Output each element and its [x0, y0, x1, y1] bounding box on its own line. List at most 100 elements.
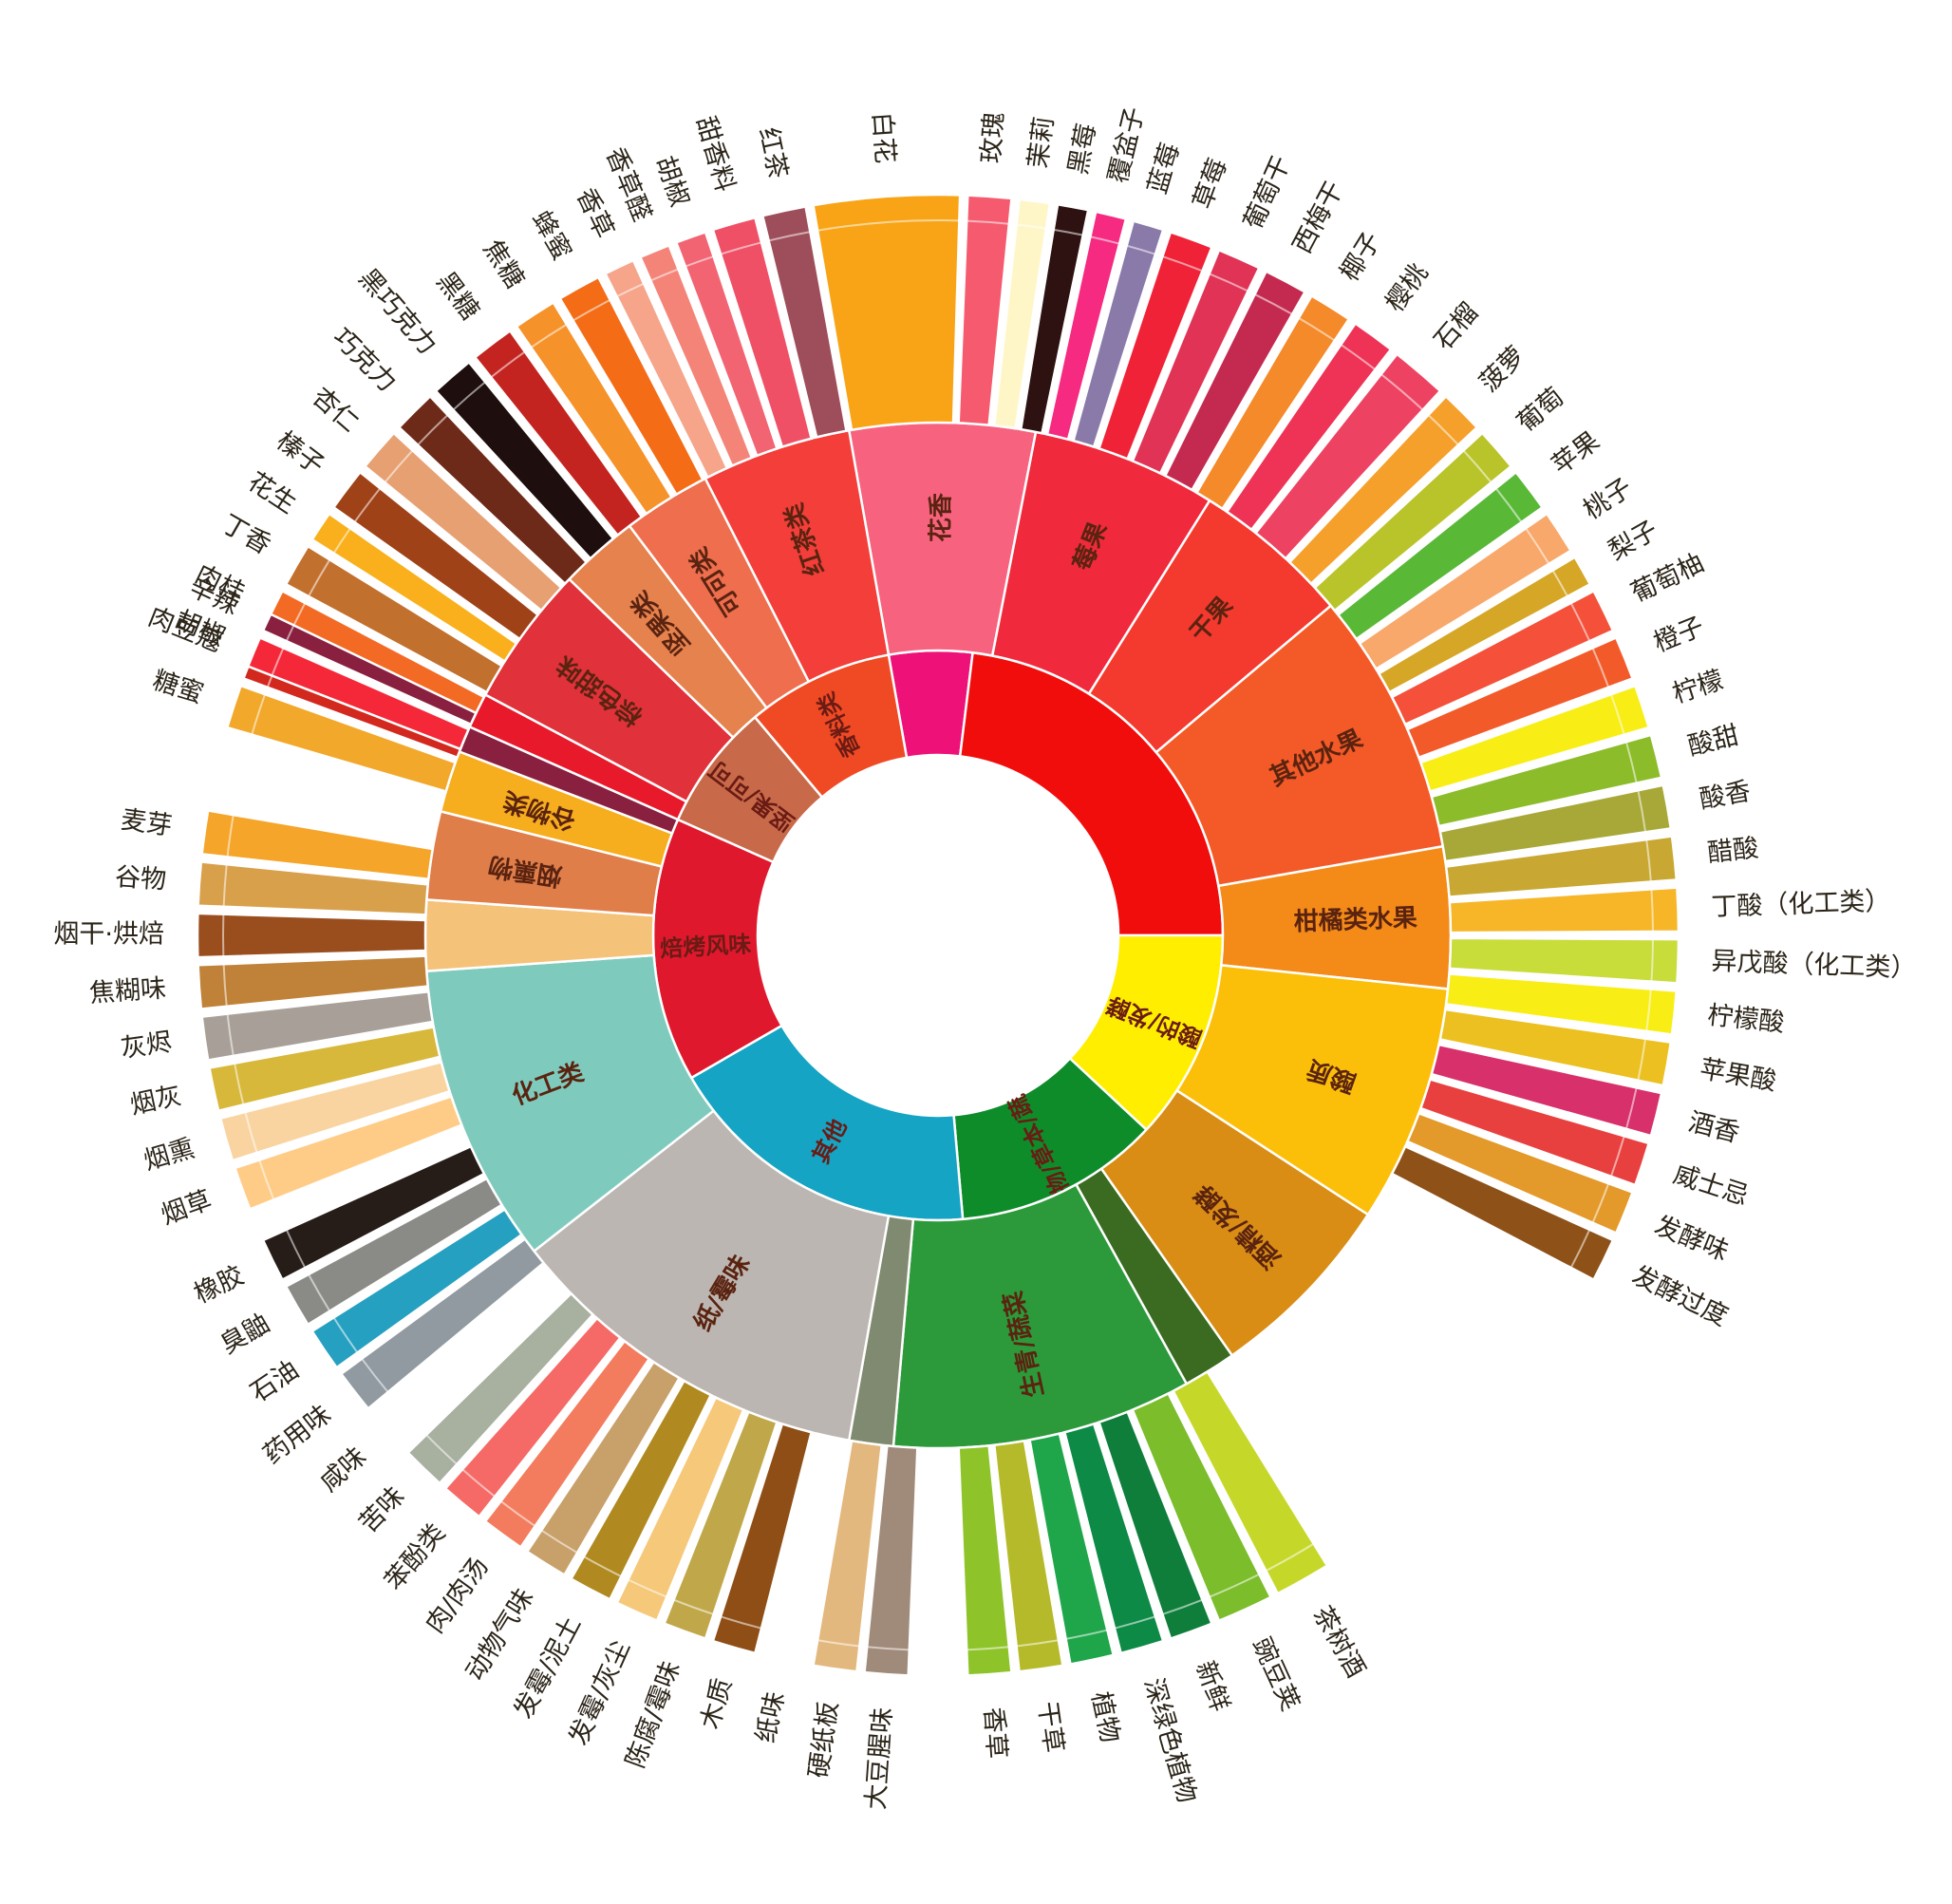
outer-bar-2: [992, 198, 1052, 430]
outer-bar-50: [339, 1236, 546, 1411]
outer-bar-40: [760, 1432, 848, 1666]
outer-label-5: 蓝莓: [1143, 140, 1186, 198]
outer-label-59: 麦芽: [119, 805, 174, 841]
loose-bar-rim-0: [271, 647, 285, 676]
outer-bar-20: [1430, 733, 1663, 828]
outer-bar-rim-14: [1494, 487, 1523, 523]
outer-bar-rim-21: [1637, 790, 1647, 833]
outer-label-40: 纸味: [751, 1689, 791, 1745]
outer-label-50: 药用味: [258, 1400, 337, 1470]
outer-label-43: 发霉/灰尘: [564, 1636, 636, 1750]
outer-label-24: 异戊酸（化工类）: [1711, 947, 1917, 984]
outer-bar-rim-60: [251, 693, 267, 735]
outer-bar-rim-56: [222, 964, 228, 1007]
outer-bar-71: [558, 275, 705, 497]
outer-label-10: 樱桃: [1380, 258, 1435, 317]
outer-bar-32: [1131, 1391, 1273, 1623]
outer-bar-rim-26: [1637, 1038, 1647, 1081]
middle-label-0: 花香: [927, 493, 955, 542]
outer-bar-69: [473, 329, 644, 537]
outer-bar-rim-42: [673, 1598, 714, 1615]
outer-bar-42: [662, 1410, 779, 1641]
outer-bar-rim-36: [1016, 1639, 1060, 1648]
middle-ring: 花香莓果干果其他水果柑橘类水果酸质酒精/发酵生青/蔬菜纸/霉味化工类烟熏物谷物类…: [423, 421, 1453, 1450]
outer-bar-rim-28: [1609, 1136, 1625, 1178]
loose-bar-3: [233, 1094, 463, 1212]
outer-label-17: 葡萄柚: [1626, 548, 1708, 608]
outer-bar-15: [1358, 512, 1573, 671]
outer-bar-36: [992, 1439, 1064, 1673]
outer-bar-19: [1418, 684, 1651, 793]
outer-bar-64: [310, 512, 518, 664]
outer-label-8: 西梅干: [1287, 177, 1349, 258]
outer-bar-rim-24: [1650, 938, 1654, 982]
outer-bar-31: [1171, 1369, 1329, 1595]
outer-bar-rim-53: [285, 1229, 307, 1269]
loose-bar-rim-1: [285, 625, 295, 642]
outer-label-18: 橙子: [1649, 612, 1708, 658]
outer-label-2: 茉莉: [1023, 115, 1060, 170]
outer-label-33: 新鲜: [1190, 1657, 1235, 1715]
outer-bar-rim-35: [1065, 1629, 1108, 1640]
outer-label-53: 橡胶: [190, 1260, 249, 1310]
outer-label-75: 甜香料: [690, 113, 740, 195]
outer-bar-66: [363, 431, 563, 613]
outer-bar-rim-59: [226, 814, 235, 858]
outer-bar-44: [569, 1379, 713, 1601]
outer-label-35: 植物: [1085, 1689, 1125, 1745]
outer-label-56: 焦糊味: [88, 973, 167, 1009]
loose-bar-1: [261, 613, 479, 726]
outer-label-39: 硬纸板: [804, 1700, 844, 1781]
outer-bar-rim-76: [768, 231, 811, 242]
outer-bar-rim-12: [1427, 414, 1459, 446]
outer-bar-rim-9: [1298, 316, 1336, 342]
outer-bar-rim-31: [1265, 1542, 1315, 1573]
outer-label-64: 花生: [242, 467, 301, 520]
outer-bar-65: [331, 470, 540, 641]
outer-bar-rim-33: [1162, 1598, 1203, 1615]
outer-bar-rim-7: [1209, 273, 1248, 292]
outer-bar-rim-11: [1380, 373, 1424, 411]
outer-bar-rim-15: [1525, 527, 1550, 565]
outer-label-22: 醋酸: [1706, 834, 1760, 868]
outer-bar-rim-6: [1162, 255, 1203, 273]
outer-label-7: 葡萄干: [1238, 152, 1296, 235]
loose-bar-2: [218, 1060, 452, 1162]
outer-bar-57: [196, 912, 427, 959]
outer-bar-10: [1225, 321, 1393, 532]
outer-bar-14: [1336, 470, 1545, 641]
outer-bar-49: [371, 1265, 570, 1449]
outer-bar-rim-25: [1645, 989, 1652, 1032]
outer-bar-rim-58: [222, 864, 228, 907]
outer-label-74: 胡椒: [649, 152, 694, 210]
outer-bar-rim-74: [685, 255, 714, 268]
outer-bar-rim-45: [540, 1529, 578, 1555]
outer-bar-11: [1253, 352, 1442, 560]
outer-label-29: 发酵味: [1650, 1211, 1733, 1267]
outer-bar-rim-19: [1609, 693, 1625, 735]
outer-label-12: 菠萝: [1474, 341, 1531, 398]
outer-bar-39: [812, 1439, 884, 1673]
outer-bar-26: [1438, 1008, 1673, 1087]
outer-bar-48: [405, 1291, 595, 1485]
outer-bar-rim-32: [1209, 1573, 1260, 1598]
outer-bar-rim-48: [425, 1434, 458, 1465]
outer-label-4: 覆盆子: [1103, 104, 1150, 186]
outer-label-16: 梨子: [1604, 516, 1662, 567]
outer-bar-rim-29: [1591, 1182, 1610, 1224]
outer-label-9: 椰子: [1335, 227, 1387, 286]
outer-label-42: 陈腐/霉味: [621, 1657, 686, 1772]
outer-bar-rim-30: [1569, 1229, 1591, 1269]
outer-bar-76: [760, 205, 848, 439]
outer-bar-18: [1405, 635, 1635, 760]
outer-bar-rim-41: [720, 1615, 762, 1630]
outer-bar-75: [711, 216, 814, 449]
outer-bar-rim-39: [816, 1639, 860, 1648]
outer-bar-4: [1045, 210, 1128, 442]
outer-bar-34: [1062, 1422, 1165, 1655]
outer-bar-6: [1097, 230, 1214, 461]
outer-bar-33: [1097, 1410, 1214, 1641]
outer-bar-rim-66: [384, 449, 414, 483]
outer-bar-58: [197, 860, 430, 916]
